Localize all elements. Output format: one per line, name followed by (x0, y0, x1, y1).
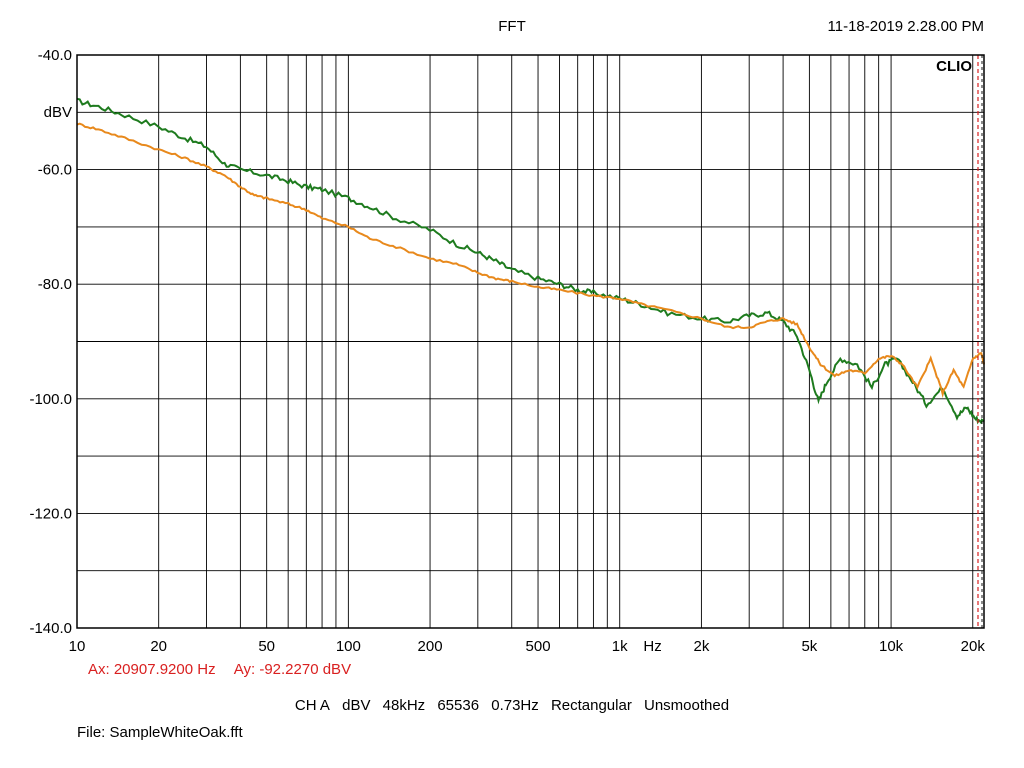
x-tick-label: 5k (801, 638, 817, 655)
x-axis-ticks: 10 20 50 100 200 500 1k 2k 5k 10k 20k (69, 638, 986, 655)
x-tick-label: 50 (258, 638, 275, 655)
setting-unit: dBV (342, 697, 371, 714)
x-axis-label: Hz (643, 638, 661, 655)
y-tick-label: -40.0 (38, 47, 72, 64)
series-line-2 (76, 122, 985, 399)
y-tick-label: -80.0 (38, 276, 72, 293)
x-tick-label: 100 (336, 638, 361, 655)
y-tick-label: -140.0 (29, 620, 72, 637)
x-tick-label: 500 (526, 638, 551, 655)
setting-sample-rate: 48kHz (382, 697, 426, 714)
measurement-settings: CH A dBV 48kHz 65536 0.73Hz Rectangular … (0, 697, 1024, 714)
cursor-readout: Ax: 20907.9200 Hz Ay: -92.2270 dBV (88, 661, 351, 678)
x-tick-label: 20k (961, 638, 986, 655)
y-axis-ticks: -40.0 -60.0 -80.0 -100.0 -120.0 -140.0 (29, 47, 72, 637)
setting-smoothing: Unsmoothed (644, 697, 730, 714)
cursor-marker[interactable] (977, 55, 983, 628)
chart-title: FFT (498, 18, 526, 35)
y-axis-label: dBV (44, 104, 72, 121)
x-tick-label: 1k (612, 638, 628, 655)
clio-brand-label: CLIO (936, 58, 972, 75)
y-tick-label: -120.0 (29, 505, 72, 522)
file-name: File: SampleWhiteOak.fft (77, 724, 243, 741)
x-tick-label: 10 (69, 638, 86, 655)
x-tick-label: 20 (150, 638, 167, 655)
timestamp: 11-18-2019 2.28.00 PM (827, 18, 985, 35)
plot-traces (76, 97, 985, 425)
cursor-ay-readout: Ay: -92.2270 dBV (233, 661, 352, 678)
y-tick-label: -60.0 (38, 162, 72, 179)
x-tick-label: 2k (693, 638, 709, 655)
plot-frame (76, 54, 985, 629)
x-tick-label: 200 (418, 638, 443, 655)
setting-resolution: 0.73Hz (491, 697, 539, 714)
setting-channel: CH A (294, 697, 330, 714)
setting-fft-size: 65536 (437, 697, 480, 714)
setting-window: Rectangular (550, 697, 632, 714)
series-line-1 (76, 97, 985, 425)
y-tick-label: -100.0 (29, 391, 72, 408)
grid-lines (77, 55, 984, 628)
cursor-ax-readout: Ax: 20907.9200 Hz (88, 661, 216, 678)
x-tick-label: 10k (879, 638, 904, 655)
